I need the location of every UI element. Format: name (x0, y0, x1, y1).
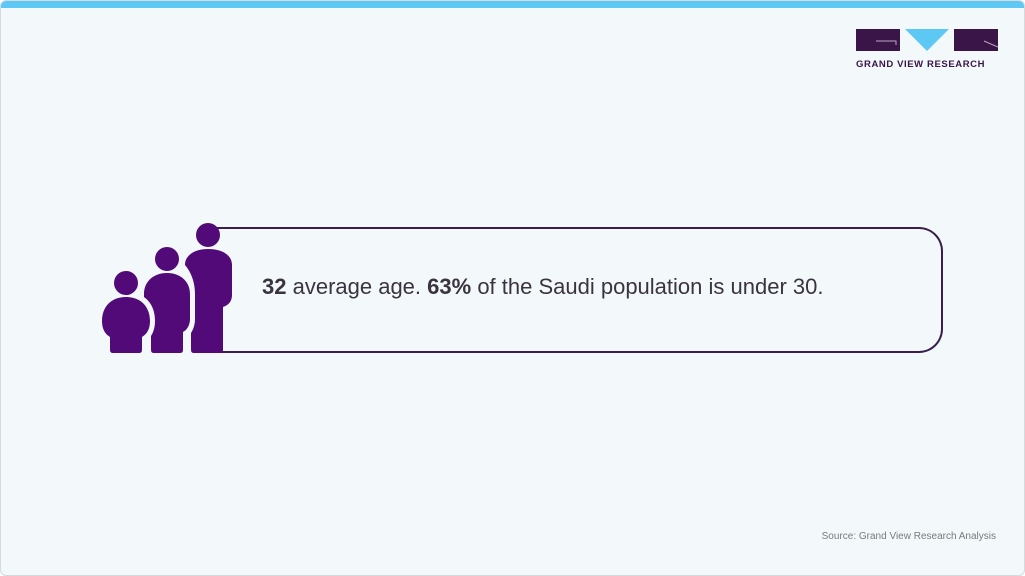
source-note: Source: Grand View Research Analysis (821, 531, 996, 542)
family-people-icon (102, 223, 232, 353)
under-30-percent-value: 63% (427, 274, 472, 299)
logo-wordmark: GRAND VIEW RESEARCH (856, 59, 986, 70)
statement-box (216, 227, 943, 353)
statement-text: 32 average age. 63% of the Saudi populat… (262, 274, 823, 300)
statement-part: average age. (286, 274, 428, 299)
grand-view-research-logo (856, 29, 998, 51)
average-age-value: 32 (262, 274, 287, 299)
top-accent-bar (1, 1, 1024, 8)
statement-part: of the Saudi population is under 30. (471, 274, 824, 299)
